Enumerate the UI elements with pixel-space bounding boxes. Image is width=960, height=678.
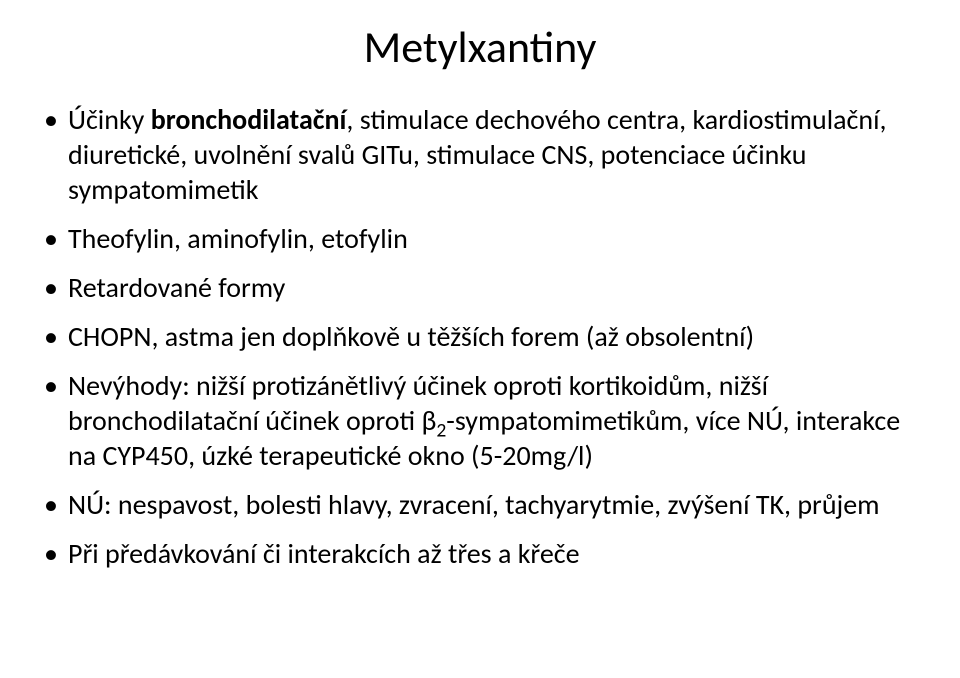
bullet-item: Nevýhody: nižší protizánětlivý účinek op…: [40, 368, 920, 473]
bullet-item: CHOPN, astma jen doplňkově u těžších for…: [40, 319, 920, 354]
subscript-text: 2: [436, 419, 446, 443]
bullet-item: Retardované formy: [40, 270, 920, 305]
bullet-item: Při předávkování či interakcích až třes …: [40, 536, 920, 571]
slide: Metylxantiny Účinky bronchodilatační, st…: [0, 0, 960, 678]
bold-text: bronchodilatační: [151, 102, 347, 137]
slide-title: Metylxantiny: [40, 20, 920, 74]
bullet-item: Účinky bronchodilatační, stimulace decho…: [40, 102, 920, 207]
bullet-item: Theofylin, aminofylin, etofylin: [40, 221, 920, 256]
bullet-item: NÚ: nespavost, bolesti hlavy, zvracení, …: [40, 487, 920, 522]
bullet-list: Účinky bronchodilatační, stimulace decho…: [40, 102, 920, 571]
